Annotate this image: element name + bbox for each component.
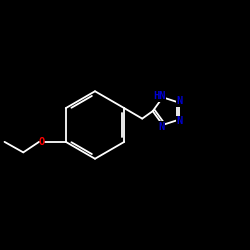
Text: N: N — [177, 116, 183, 126]
Text: O: O — [39, 137, 45, 147]
Text: N: N — [158, 122, 165, 132]
Text: HN: HN — [153, 91, 166, 101]
Text: N: N — [177, 96, 183, 106]
